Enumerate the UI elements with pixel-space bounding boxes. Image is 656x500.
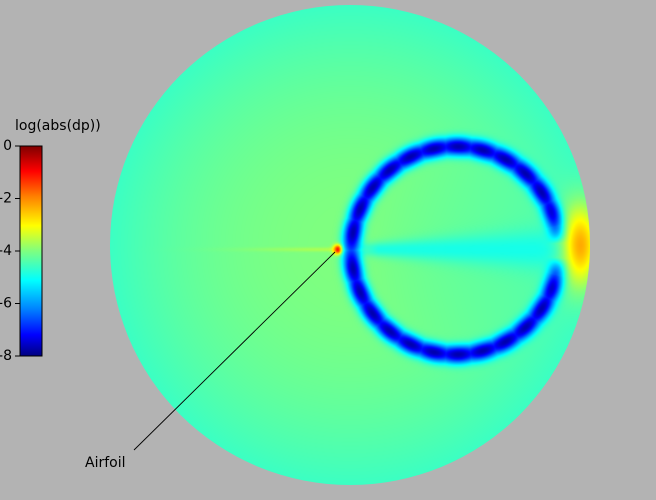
scalar-field-image [0, 0, 656, 500]
colorbar-tick-label: 0 [3, 138, 12, 154]
colorbar-tick-label: -4 [0, 243, 12, 259]
colorbar-tick-label: -2 [0, 191, 12, 207]
colorbar: 0-2-4-6-8 [0, 144, 52, 358]
field-plot [0, 0, 656, 500]
colorbar-rect [20, 146, 42, 356]
colorbar-tick-label: -8 [0, 348, 12, 364]
colorbar-title: log(abs(dp)) [15, 118, 101, 134]
colorbar-tick-label: -6 [0, 296, 12, 312]
annotation-airfoil-label: Airfoil [85, 455, 126, 471]
figure-canvas: log(abs(dp)) 0 -2 -4 -6 -8 Airfoil [0, 0, 656, 500]
